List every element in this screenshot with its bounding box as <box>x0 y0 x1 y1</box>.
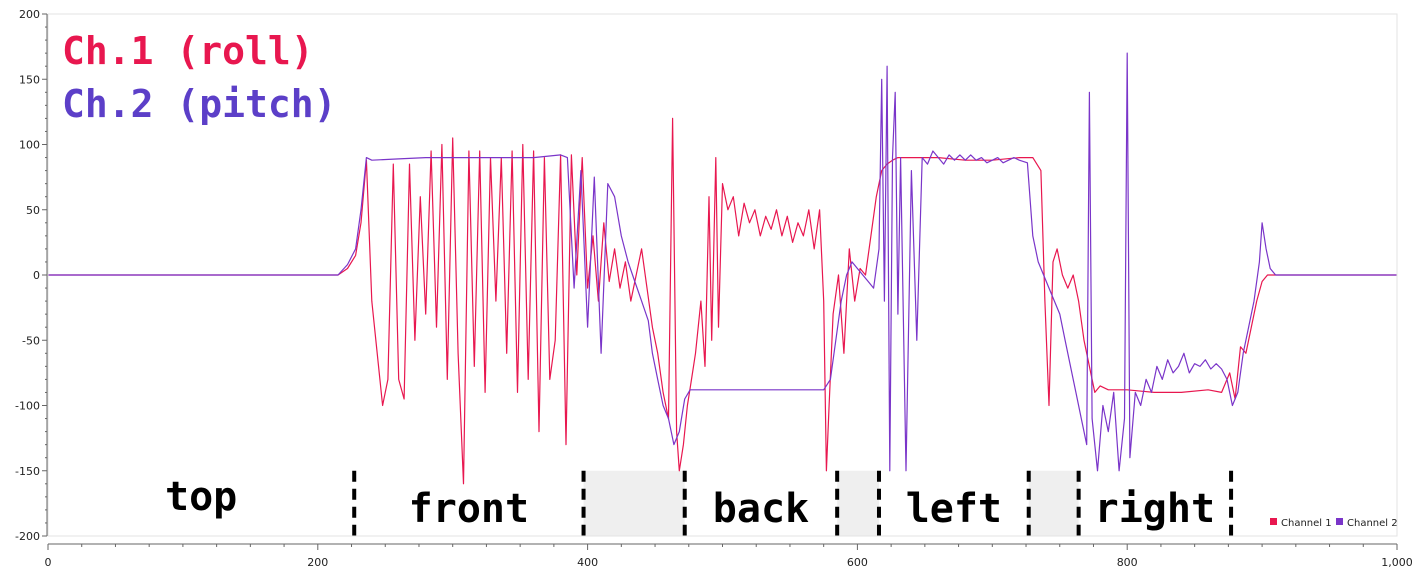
x-tick-label: 1,000 <box>1381 556 1413 569</box>
y-tick-label: 200 <box>19 8 40 21</box>
legend-entry: Channel 2 <box>1347 518 1398 529</box>
gray-band <box>837 470 879 536</box>
series-line-1 <box>48 117 1397 485</box>
legend: Channel 1 Channel 2 <box>1270 518 1398 529</box>
y-tick-label: 0 <box>33 269 40 282</box>
series-lines <box>48 52 1397 485</box>
legend-swatch <box>1270 518 1277 525</box>
x-tick-label: 600 <box>847 556 868 569</box>
segments-layer: top front back left right <box>165 470 1234 536</box>
y-tick-label: 100 <box>19 139 40 152</box>
x-tick-label: 400 <box>577 556 598 569</box>
x-tick-label: 0 <box>45 556 52 569</box>
y-tick-label: -100 <box>15 400 40 413</box>
y-tick-label: 150 <box>19 73 40 86</box>
plot-frame <box>47 13 1398 537</box>
gray-band <box>583 470 685 536</box>
series-line-2 <box>48 52 1397 472</box>
annotations: Ch.1 (roll) Ch.2 (pitch) <box>62 29 337 126</box>
segment-label-top: top <box>165 474 237 520</box>
x-tick-label: 800 <box>1117 556 1138 569</box>
segment-label-back: back <box>713 486 809 532</box>
segment-label-left: left <box>906 486 1002 532</box>
segment-label-front: front <box>409 486 529 532</box>
axes: -200 -150 -100 -50 0 50 100 150 200 0 200 400 600 800… <box>15 8 1413 569</box>
gray-band <box>1028 470 1079 536</box>
y-tick-label: 50 <box>26 204 40 217</box>
legend-swatch <box>1336 518 1343 525</box>
ch1-annotation: Ch.1 (roll) <box>62 29 314 73</box>
legend-entry: Channel 1 <box>1281 518 1332 529</box>
y-tick-label: -150 <box>15 465 40 478</box>
ch2-annotation: Ch.2 (pitch) <box>62 82 337 126</box>
y-tick-label: -200 <box>15 530 40 543</box>
y-tick-label: -50 <box>22 334 40 347</box>
segment-label-right: right <box>1095 486 1215 532</box>
x-tick-label: 200 <box>307 556 328 569</box>
